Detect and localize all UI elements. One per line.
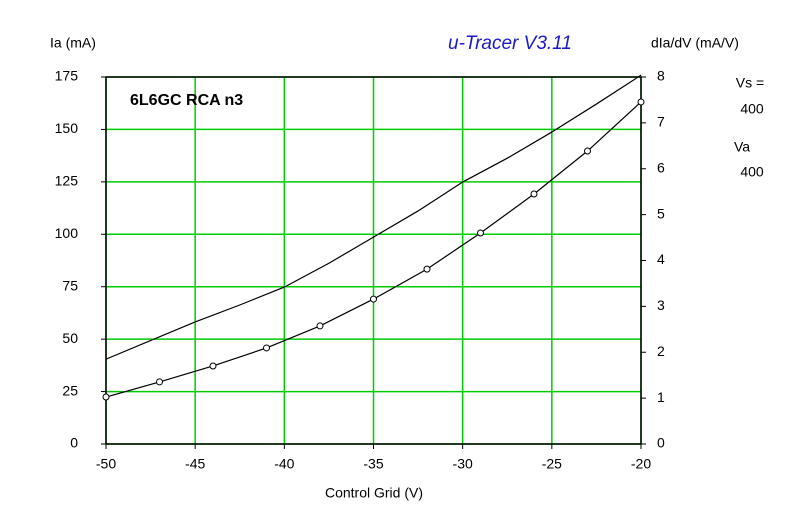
data-point	[584, 147, 591, 155]
y-tick-label: 25	[62, 382, 78, 398]
y2-tick-label: 3	[657, 297, 665, 313]
y-axis-label: Ia (mA)	[50, 35, 96, 51]
data-point	[637, 98, 645, 106]
y-tick-label: 50	[62, 330, 78, 346]
annotation: Vs =	[736, 75, 764, 91]
data-point	[530, 190, 538, 198]
data-point	[209, 362, 217, 370]
data-point	[263, 344, 270, 352]
y2-tick-label: 5	[657, 205, 665, 221]
y2-tick-label: 8	[657, 68, 665, 84]
annotation: 400	[740, 101, 764, 117]
chart-subtitle: 6L6GC RCA n3	[130, 92, 243, 109]
y2-tick-label: 7	[657, 114, 665, 130]
plot-border	[105, 76, 642, 445]
y2-tick-label: 4	[657, 251, 665, 267]
data-point	[102, 393, 110, 401]
y2-tick-label: 0	[657, 435, 665, 451]
y2-tick-label: 6	[657, 159, 665, 175]
y-tick-label: 100	[55, 225, 79, 241]
y2-tick-label: 1	[657, 389, 665, 405]
series-line	[105, 74, 642, 360]
annotation: Va	[734, 139, 750, 155]
x-tick-label: -35	[363, 456, 383, 472]
data-point	[316, 322, 324, 330]
x-tick-label: -20	[631, 456, 651, 472]
annotation: 400	[740, 164, 764, 180]
x-axis-label: Control Grid (V)	[325, 485, 423, 501]
y2-axis-label: dIa/dV (mA/V)	[651, 35, 739, 51]
x-tick-label: -25	[542, 456, 562, 472]
data-point	[423, 265, 431, 273]
x-tick-label: -30	[453, 456, 473, 472]
y-tick-label: 125	[55, 173, 79, 189]
x-tick-label: -45	[185, 456, 205, 472]
chart-title: u-Tracer V3.11	[448, 33, 572, 54]
x-tick-label: -50	[96, 456, 116, 472]
y-tick-label: 175	[55, 68, 79, 84]
data-point	[477, 229, 484, 237]
x-tick-label: -40	[274, 456, 294, 472]
y-tick-label: 150	[55, 120, 79, 136]
y2-tick-label: 2	[657, 343, 665, 359]
data-point	[156, 378, 163, 386]
y-tick-label: 0	[70, 435, 78, 451]
y-tick-label: 75	[62, 277, 78, 293]
data-point	[370, 295, 377, 303]
